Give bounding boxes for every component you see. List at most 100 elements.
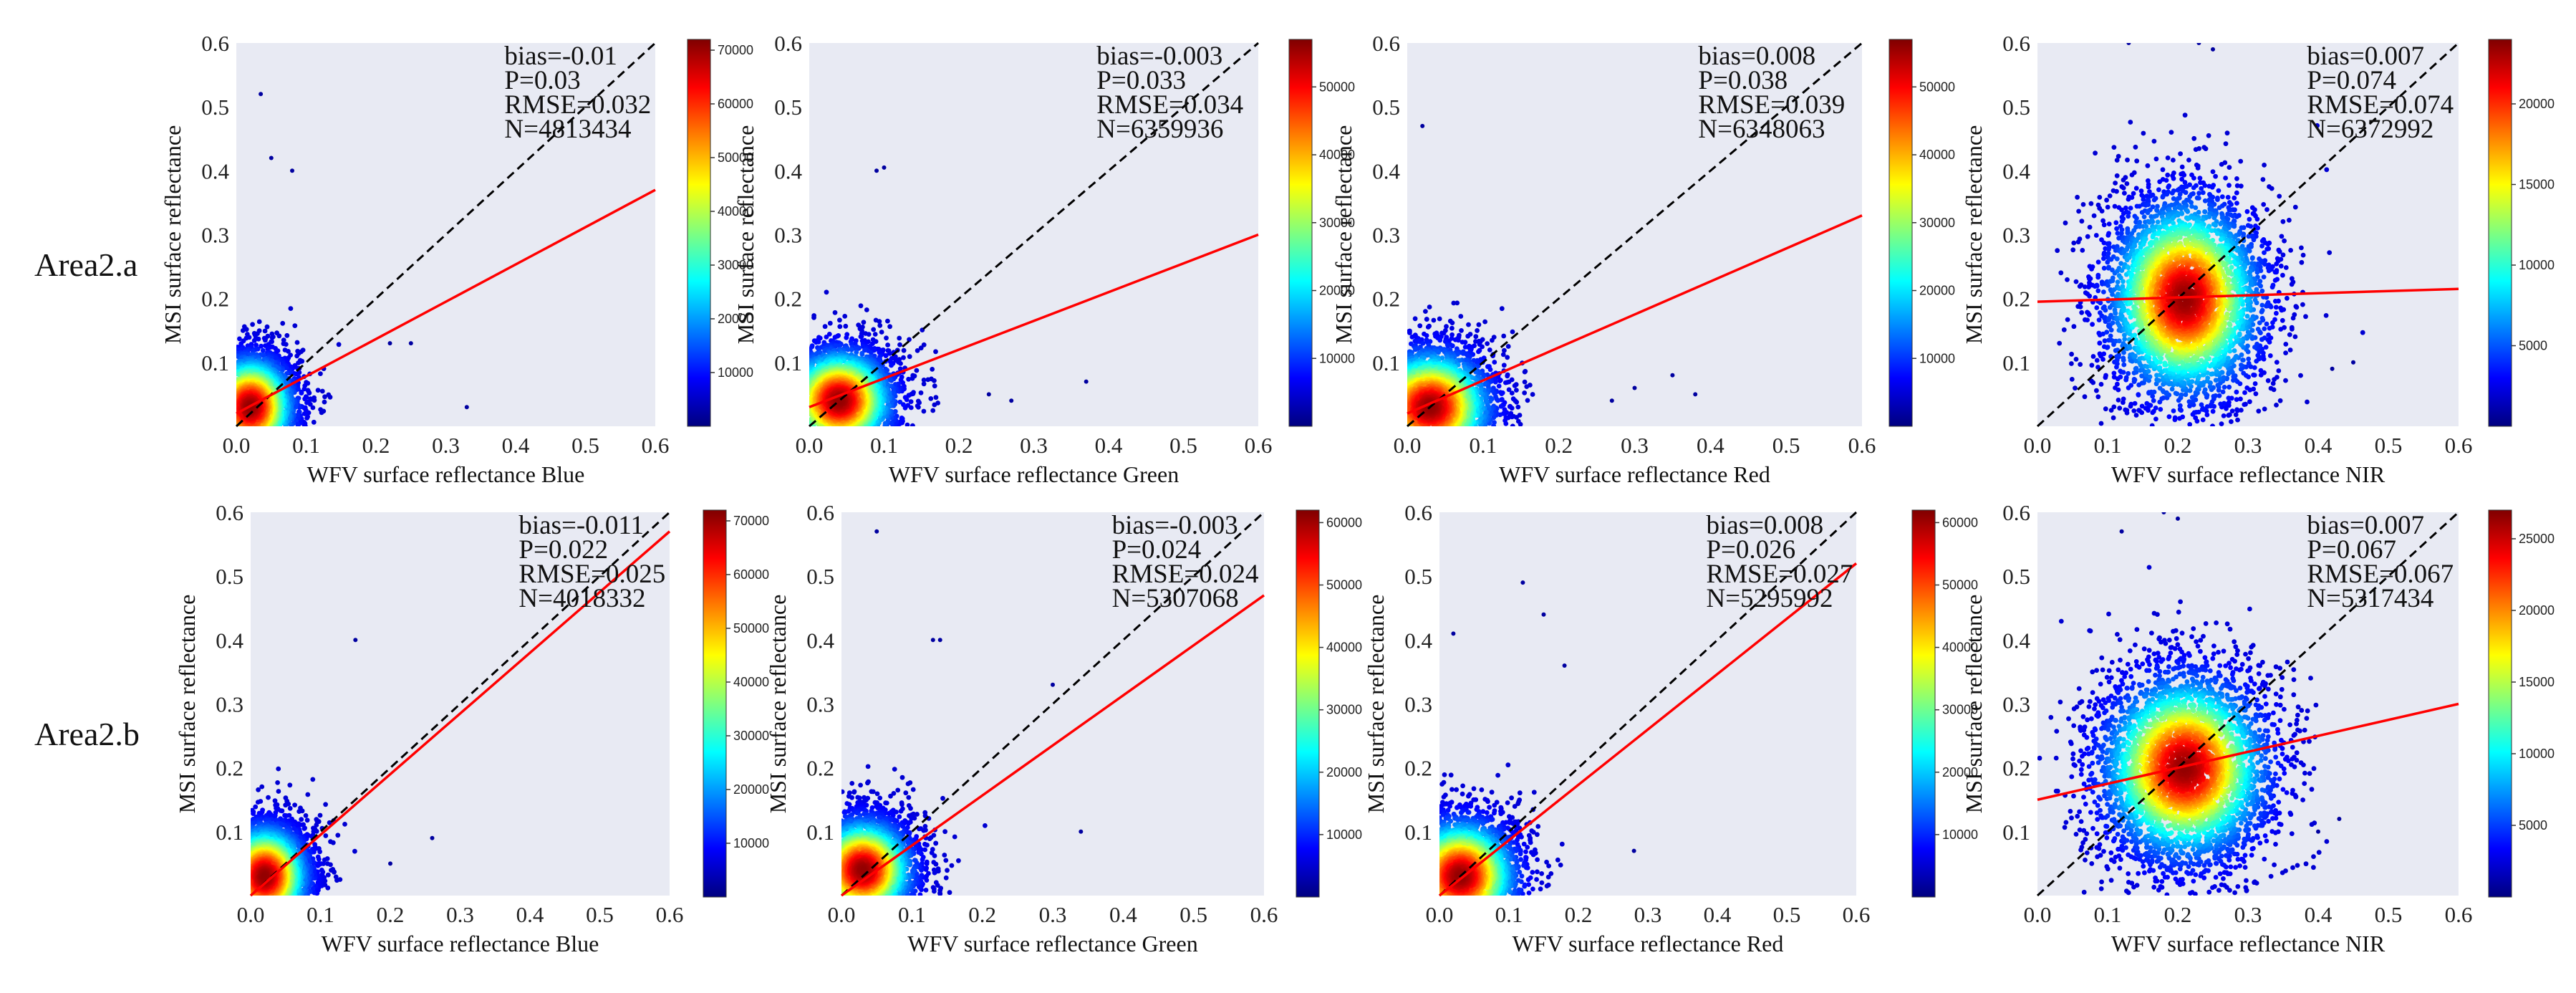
density-point: [882, 421, 888, 426]
density-point: [250, 322, 255, 327]
density-point: [281, 337, 286, 343]
x-tick-label: 0.3: [432, 433, 460, 458]
density-point: [832, 310, 838, 315]
density-point: [833, 343, 839, 349]
density-point: [844, 335, 849, 340]
density-point: [260, 347, 266, 353]
density-point: [858, 303, 864, 309]
density-point: [296, 360, 301, 365]
density-point: [826, 332, 832, 337]
density-point: [906, 376, 911, 382]
density-point: [288, 306, 294, 311]
density-point: [859, 352, 865, 357]
x-tick-label: 0.2: [362, 433, 390, 458]
density-point: [901, 347, 907, 353]
density-point: [254, 342, 259, 348]
density-point: [315, 388, 321, 393]
density-point: [259, 343, 264, 349]
density-point: [915, 348, 920, 353]
density-point: [932, 383, 937, 389]
density-point: [294, 340, 300, 345]
density-point: [901, 355, 906, 360]
density-point: [915, 403, 920, 408]
colorbar: [687, 39, 711, 427]
density-point: [910, 423, 915, 426]
density-point: [310, 405, 316, 411]
density-point: [885, 318, 890, 324]
density-point: [879, 330, 884, 335]
density-point: [898, 377, 904, 383]
colorbar-tick-label: 30000: [718, 258, 753, 272]
density-point: [262, 328, 268, 334]
row-labels: Area2.a Area2.b: [34, 246, 140, 752]
density-point: [921, 408, 927, 414]
density-point: [858, 334, 864, 340]
density-point: [827, 320, 833, 326]
density-point: [899, 416, 905, 421]
density-point: [871, 327, 877, 332]
outlier-point: [259, 92, 264, 97]
density-point: [902, 395, 908, 400]
density-point: [869, 350, 874, 355]
density-point: [237, 336, 242, 342]
density-point: [921, 381, 927, 387]
density-point: [930, 408, 936, 413]
outlier-point: [387, 341, 392, 346]
density-point: [918, 390, 924, 395]
density-point: [274, 349, 279, 355]
y-tick-label: 0.5: [201, 95, 229, 120]
density-point: [925, 377, 931, 383]
density-point: [302, 386, 307, 392]
colorbar-tick-label: 60000: [718, 97, 753, 111]
colorbar-tick-label: 70000: [718, 43, 753, 57]
density-point: [265, 346, 271, 352]
density-point: [326, 392, 332, 398]
density-point: [897, 366, 903, 372]
density-point: [322, 394, 327, 400]
row-label-area2b: Area2.b: [34, 716, 140, 752]
density-point: [897, 335, 902, 341]
density-point: [873, 317, 879, 323]
outlier-point: [408, 341, 413, 346]
outlier-point: [269, 155, 274, 160]
density-point: [294, 353, 299, 359]
x-tick-label: 0.6: [642, 433, 670, 458]
density-point: [305, 388, 311, 393]
density-point: [837, 317, 842, 323]
density-point: [299, 390, 304, 395]
x-tick-label: 0.5: [571, 433, 599, 458]
density-point: [263, 337, 268, 343]
density-point: [849, 347, 854, 352]
density-point: [280, 320, 286, 326]
density-point: [824, 289, 829, 295]
density-point: [816, 339, 821, 345]
density-point: [861, 320, 867, 325]
density-point: [885, 342, 890, 347]
colorbar-tick-label: 20000: [718, 312, 753, 326]
y-tick-label: 0.1: [201, 350, 229, 375]
colorbar-tick-label: 10000: [718, 365, 753, 380]
density-point: [905, 422, 910, 426]
density-point: [887, 324, 892, 330]
density-point: [845, 347, 851, 352]
density-point: [897, 342, 902, 347]
density-point: [336, 342, 342, 347]
density-point: [907, 354, 912, 360]
density-point: [842, 314, 848, 319]
density-point: [914, 368, 920, 373]
density-point: [318, 407, 323, 412]
density-point: [918, 345, 924, 351]
density-point: [817, 335, 823, 341]
density-point: [256, 336, 261, 342]
colorbar-tick-label: 40000: [718, 204, 753, 219]
density-point: [302, 411, 307, 416]
stat-bias: bias=-0.01: [504, 42, 617, 71]
density-point: [318, 371, 323, 376]
density-point: [933, 395, 939, 400]
panel-area2a-blue: 0.0 0.1 0.2 0.3 0.4 0.5 0.60.10.20.30.40.50.61…: [160, 31, 753, 487]
density-point: [284, 332, 290, 338]
density-point: [921, 342, 927, 347]
density-point: [877, 322, 883, 328]
density-point: [304, 400, 309, 406]
